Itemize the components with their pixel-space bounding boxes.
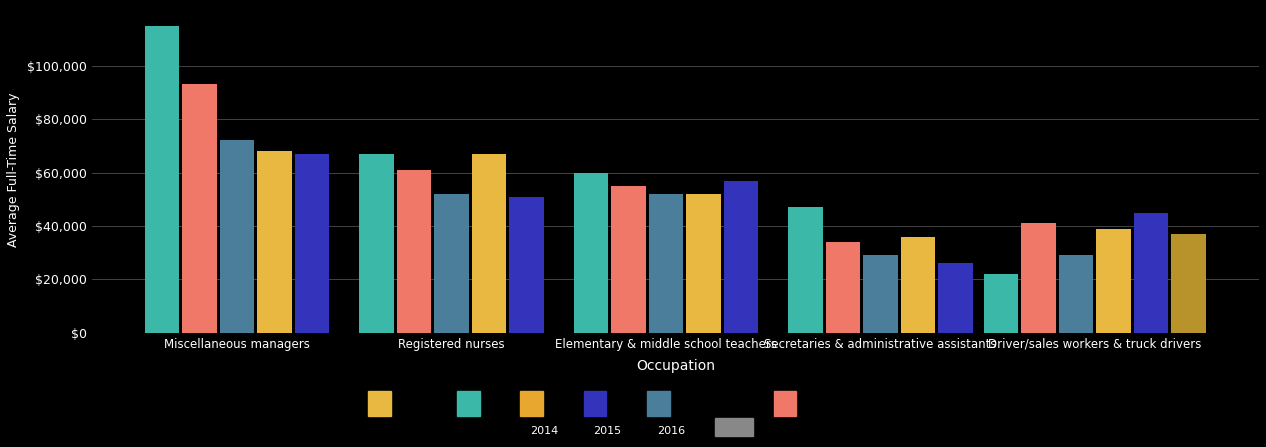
- Bar: [1171, 234, 1206, 333]
- Bar: [434, 194, 468, 333]
- Bar: [686, 194, 720, 333]
- Bar: [1096, 229, 1131, 333]
- Bar: [724, 181, 758, 333]
- X-axis label: Occupation: Occupation: [636, 359, 715, 373]
- Text: 2014: 2014: [530, 426, 558, 436]
- Bar: [1134, 213, 1169, 333]
- Y-axis label: Average Full-Time Salary: Average Full-Time Salary: [6, 93, 20, 247]
- Bar: [396, 170, 432, 333]
- Bar: [472, 154, 506, 333]
- Bar: [789, 207, 823, 333]
- Bar: [938, 263, 972, 333]
- Bar: [900, 236, 936, 333]
- Bar: [509, 197, 544, 333]
- Text: 2016: 2016: [657, 426, 685, 436]
- Bar: [573, 173, 608, 333]
- Bar: [611, 186, 646, 333]
- Bar: [863, 255, 898, 333]
- Bar: [1022, 224, 1056, 333]
- Bar: [295, 154, 329, 333]
- Bar: [257, 151, 292, 333]
- Bar: [360, 154, 394, 333]
- Bar: [144, 25, 180, 333]
- Bar: [182, 84, 216, 333]
- Text: 2015: 2015: [594, 426, 622, 436]
- Bar: [1058, 255, 1094, 333]
- Bar: [825, 242, 860, 333]
- Bar: [648, 194, 684, 333]
- Bar: [220, 140, 254, 333]
- Bar: [984, 274, 1018, 333]
